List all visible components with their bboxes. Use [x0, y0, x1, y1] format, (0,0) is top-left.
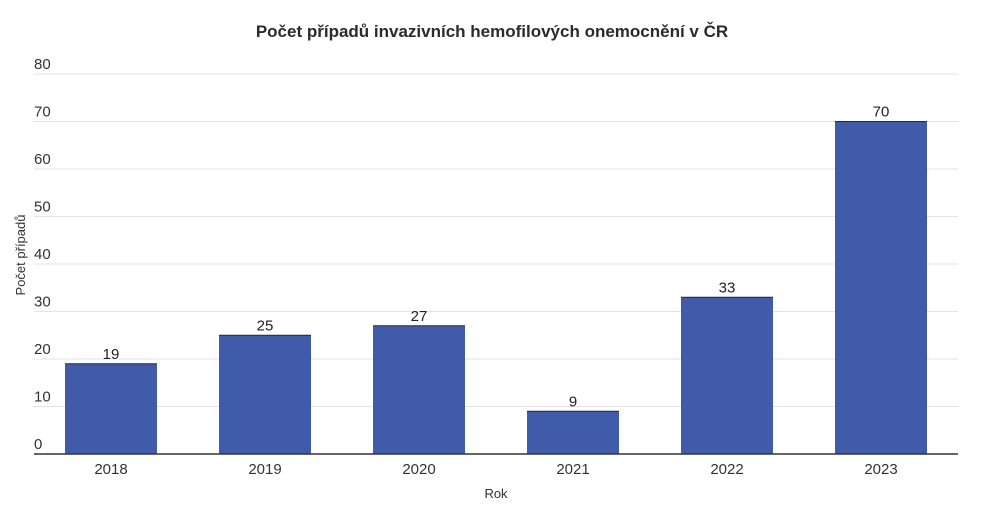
y-tick-label-0: 0	[34, 436, 42, 453]
x-tick-label-2023: 2023	[864, 461, 897, 478]
x-axis-ticks: 2018 2019 2020 2021 2022 2023	[94, 461, 897, 478]
y-tick-label-50: 50	[34, 199, 51, 216]
data-label-2021: 9	[569, 393, 577, 410]
data-label-2019: 25	[257, 317, 274, 334]
data-label-2018: 19	[103, 346, 120, 363]
bar-2023	[835, 121, 927, 454]
x-tick-label-2022: 2022	[710, 461, 743, 478]
y-tick-label-30: 30	[34, 294, 51, 311]
y-axis-ticks: 0 10 20 30 40 50 60 70 80	[34, 56, 51, 453]
data-labels: 19 25 27 9 33 70	[103, 104, 890, 411]
data-label-2022: 33	[719, 279, 736, 296]
bars	[65, 121, 927, 454]
y-tick-label-60: 60	[34, 151, 51, 168]
data-label-2020: 27	[411, 308, 428, 325]
y-tick-label-20: 20	[34, 341, 51, 358]
bar-2018	[65, 363, 157, 454]
x-tick-label-2019: 2019	[248, 461, 281, 478]
y-tick-label-80: 80	[34, 56, 51, 73]
bar-2020	[373, 325, 465, 454]
chart-title: Počet případů invazivních hemofilových o…	[255, 22, 729, 41]
bar-2021	[527, 411, 619, 454]
x-tick-label-2021: 2021	[556, 461, 589, 478]
data-label-2023: 70	[873, 104, 890, 121]
y-tick-label-40: 40	[34, 246, 51, 263]
y-tick-label-10: 10	[34, 389, 51, 406]
bar-2019	[219, 335, 311, 454]
bar-2022	[681, 297, 773, 454]
gridlines	[34, 73, 958, 407]
y-axis-title: Počet případů	[13, 215, 28, 296]
x-tick-label-2020: 2020	[402, 461, 435, 478]
x-axis-title: Rok	[484, 486, 508, 501]
y-tick-label-70: 70	[34, 104, 51, 121]
x-tick-label-2018: 2018	[94, 461, 127, 478]
